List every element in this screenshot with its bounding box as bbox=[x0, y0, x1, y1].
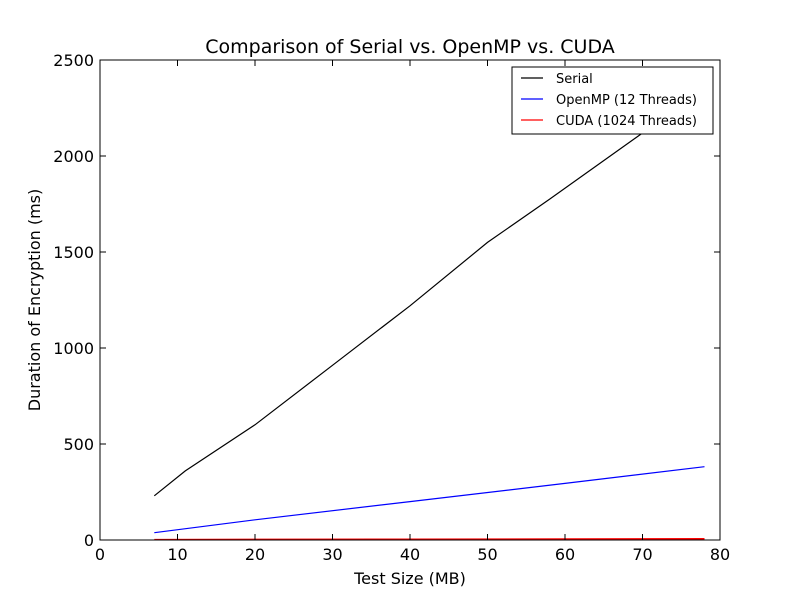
y-tick-label: 500 bbox=[63, 435, 94, 454]
y-tick-label: 2500 bbox=[53, 51, 94, 70]
legend: Serial OpenMP (12 Threads) CUDA (1024 Thre… bbox=[511, 66, 714, 135]
legend-label: Serial bbox=[556, 72, 593, 87]
y-tick-label: 1000 bbox=[53, 339, 94, 358]
legend-box bbox=[511, 66, 714, 135]
x-tick-label: 40 bbox=[400, 545, 420, 564]
legend-label: OpenMP (12 Threads) bbox=[556, 93, 697, 108]
x-tick-label: 30 bbox=[322, 545, 342, 564]
y-tick-label: 1500 bbox=[53, 243, 94, 262]
series-line-serial bbox=[153, 88, 705, 497]
legend-label: CUDA (1024 Threads) bbox=[556, 114, 697, 129]
x-tick-label: 80 bbox=[710, 545, 730, 564]
x-tick-label: 10 bbox=[167, 545, 187, 564]
chart-title: Comparison of Serial vs. OpenMP vs. CUDA bbox=[205, 36, 615, 58]
x-tick-label: 0 bbox=[95, 545, 105, 564]
y-tick-label: 0 bbox=[84, 531, 94, 550]
x-tick-label: 60 bbox=[555, 545, 575, 564]
y-tick-label: 2000 bbox=[53, 147, 94, 166]
legend-items: Serial OpenMP (12 Threads) CUDA (1024 Thre… bbox=[521, 72, 697, 129]
series-line-openmp-12-threads bbox=[154, 466, 705, 534]
y-axis-title: Duration of Encryption (ms) bbox=[25, 189, 44, 411]
x-tick-label: 70 bbox=[632, 545, 652, 564]
ticks-layer: 0 10 20 30 40 50 60 70 80 0 500 1000 1500 2000 2500 bbox=[53, 51, 730, 564]
x-tick-label: 50 bbox=[477, 545, 497, 564]
series-layer bbox=[153, 88, 705, 541]
x-tick-label: 20 bbox=[245, 545, 265, 564]
series-line-cuda-1024-threads bbox=[154, 538, 705, 541]
x-axis-title: Test Size (MB) bbox=[353, 569, 466, 588]
